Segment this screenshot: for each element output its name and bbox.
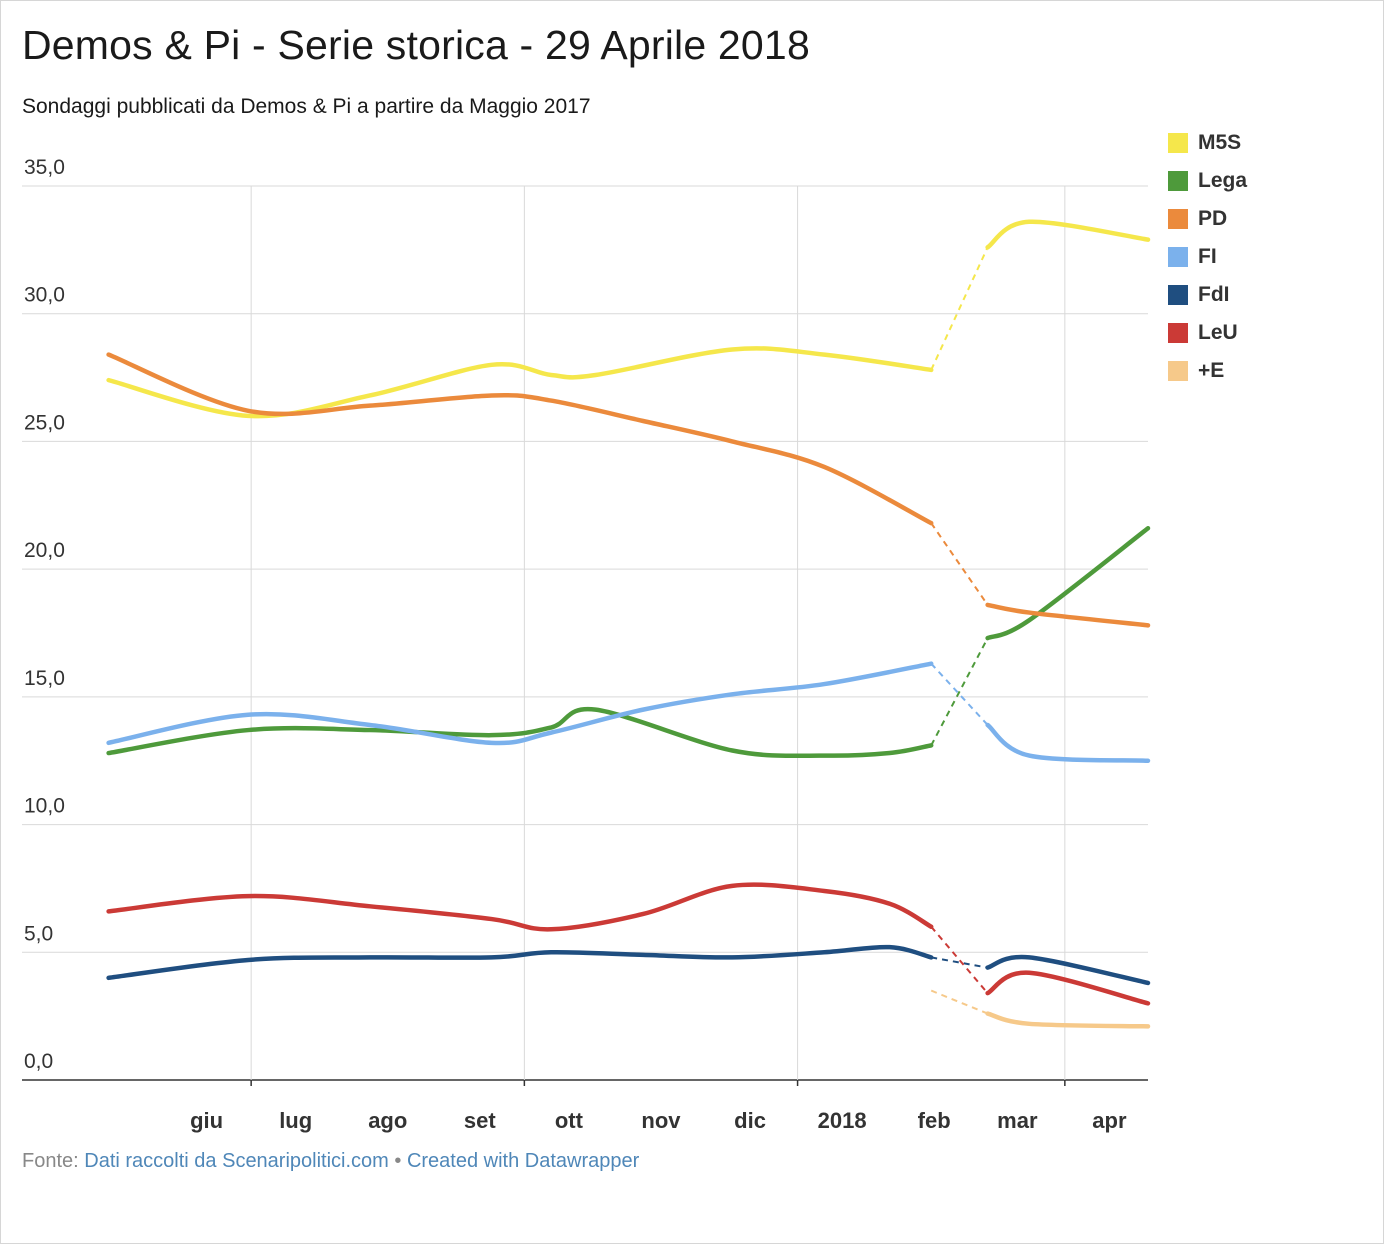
series-segment bbox=[106, 352, 934, 526]
legend-swatch bbox=[1168, 171, 1188, 191]
legend-label: PD bbox=[1198, 207, 1228, 230]
datawrapper-link[interactable]: Created with Datawrapper bbox=[406, 1150, 640, 1172]
legend-swatch bbox=[1168, 209, 1188, 229]
x-tick-label: set bbox=[464, 1108, 496, 1133]
series-gap-dashed bbox=[931, 956, 988, 969]
series-gap-dashed bbox=[930, 926, 989, 994]
x-tick-label: ott bbox=[555, 1108, 584, 1133]
series-segment bbox=[985, 219, 1151, 250]
series-gap-dashed bbox=[930, 246, 989, 371]
legend-item: +E bbox=[1168, 352, 1247, 390]
legend-swatch bbox=[1168, 133, 1188, 153]
legend-label: LeU bbox=[1198, 321, 1238, 344]
series-fi-line bbox=[106, 661, 1151, 763]
legend-label: FI bbox=[1198, 245, 1217, 268]
chart-title: Demos & Pi - Serie storica - 29 Aprile 2… bbox=[22, 22, 810, 68]
series-segment bbox=[985, 602, 1151, 628]
legend-label: +E bbox=[1198, 359, 1225, 382]
series-segment bbox=[985, 970, 1151, 1006]
x-tick-label: mar bbox=[997, 1108, 1038, 1133]
y-tick-label: 20,0 bbox=[24, 539, 65, 562]
x-tick-label: 2018 bbox=[818, 1108, 867, 1133]
series-segment bbox=[985, 722, 1151, 763]
x-tick-label: ago bbox=[368, 1108, 407, 1133]
x-tick-label: apr bbox=[1092, 1108, 1127, 1133]
footer-separator: • bbox=[388, 1150, 407, 1172]
series-lega-line bbox=[106, 526, 1151, 759]
x-tick-label: nov bbox=[641, 1108, 681, 1133]
x-tick-label: giu bbox=[190, 1108, 223, 1133]
series-segment bbox=[106, 661, 934, 746]
legend-swatch bbox=[1168, 285, 1188, 305]
legend-label: FdI bbox=[1198, 283, 1230, 306]
series-segment bbox=[106, 706, 934, 759]
legend-swatch bbox=[1168, 247, 1188, 267]
y-tick-label: 25,0 bbox=[24, 411, 65, 434]
legend-item: Lega bbox=[1168, 162, 1247, 200]
series-layer bbox=[106, 219, 1151, 1029]
x-tick-label: dic bbox=[734, 1108, 766, 1133]
legend-item: M5S bbox=[1168, 124, 1247, 162]
series-m5s-line bbox=[106, 219, 1151, 419]
series-e-line bbox=[930, 989, 1151, 1029]
series-gap-dashed bbox=[930, 989, 989, 1015]
series-leu-line bbox=[106, 882, 1151, 1006]
x-tick-label: lug bbox=[279, 1108, 312, 1133]
x-axis-ticks: giu lug ago set ott nov dic 2018 feb mar apr bbox=[190, 1108, 1127, 1133]
y-tick-label: 15,0 bbox=[24, 667, 65, 690]
series-gap-dashed bbox=[930, 522, 989, 606]
legend-item: FI bbox=[1168, 238, 1247, 276]
legend-swatch bbox=[1168, 361, 1188, 381]
series-gap-dashed bbox=[930, 637, 989, 746]
chart-subtitle: Sondaggi pubblicati da Demos & Pi a part… bbox=[22, 95, 591, 118]
series-segment bbox=[985, 954, 1151, 986]
legend-item: FdI bbox=[1168, 276, 1247, 314]
y-tick-label: 30,0 bbox=[24, 284, 65, 307]
footer-prefix: Fonte: bbox=[22, 1150, 85, 1172]
grid-layer bbox=[22, 185, 1148, 1086]
series-segment bbox=[985, 1011, 1151, 1029]
legend-label: M5S bbox=[1198, 131, 1242, 154]
footer: Fonte: Dati raccolti da Scenaripolitici.… bbox=[22, 1150, 639, 1173]
series-segment bbox=[106, 346, 934, 419]
series-segment bbox=[106, 882, 934, 932]
series-gap-dashed bbox=[930, 662, 989, 726]
legend: M5S Lega PD FI FdI LeU +E bbox=[1168, 124, 1247, 390]
legend-item: PD bbox=[1168, 200, 1247, 238]
y-tick-label: 10,0 bbox=[24, 795, 65, 818]
y-axis-ticks: 0,0 5,0 10,0 15,0 20,0 25,0 30,0 35,0 bbox=[24, 156, 65, 1073]
source-link[interactable]: Dati raccolti da Scenaripolitici.com bbox=[84, 1150, 389, 1172]
y-tick-label: 5,0 bbox=[24, 922, 53, 945]
legend-swatch bbox=[1168, 323, 1188, 343]
legend-label: Lega bbox=[1198, 169, 1248, 192]
x-tick-label: feb bbox=[918, 1108, 951, 1133]
series-fdi-line bbox=[106, 944, 1151, 986]
y-tick-label: 0,0 bbox=[24, 1050, 53, 1073]
series-segment bbox=[106, 944, 934, 981]
legend-item: LeU bbox=[1168, 314, 1247, 352]
y-tick-label: 35,0 bbox=[24, 156, 65, 179]
series-pd-line bbox=[106, 352, 1151, 628]
